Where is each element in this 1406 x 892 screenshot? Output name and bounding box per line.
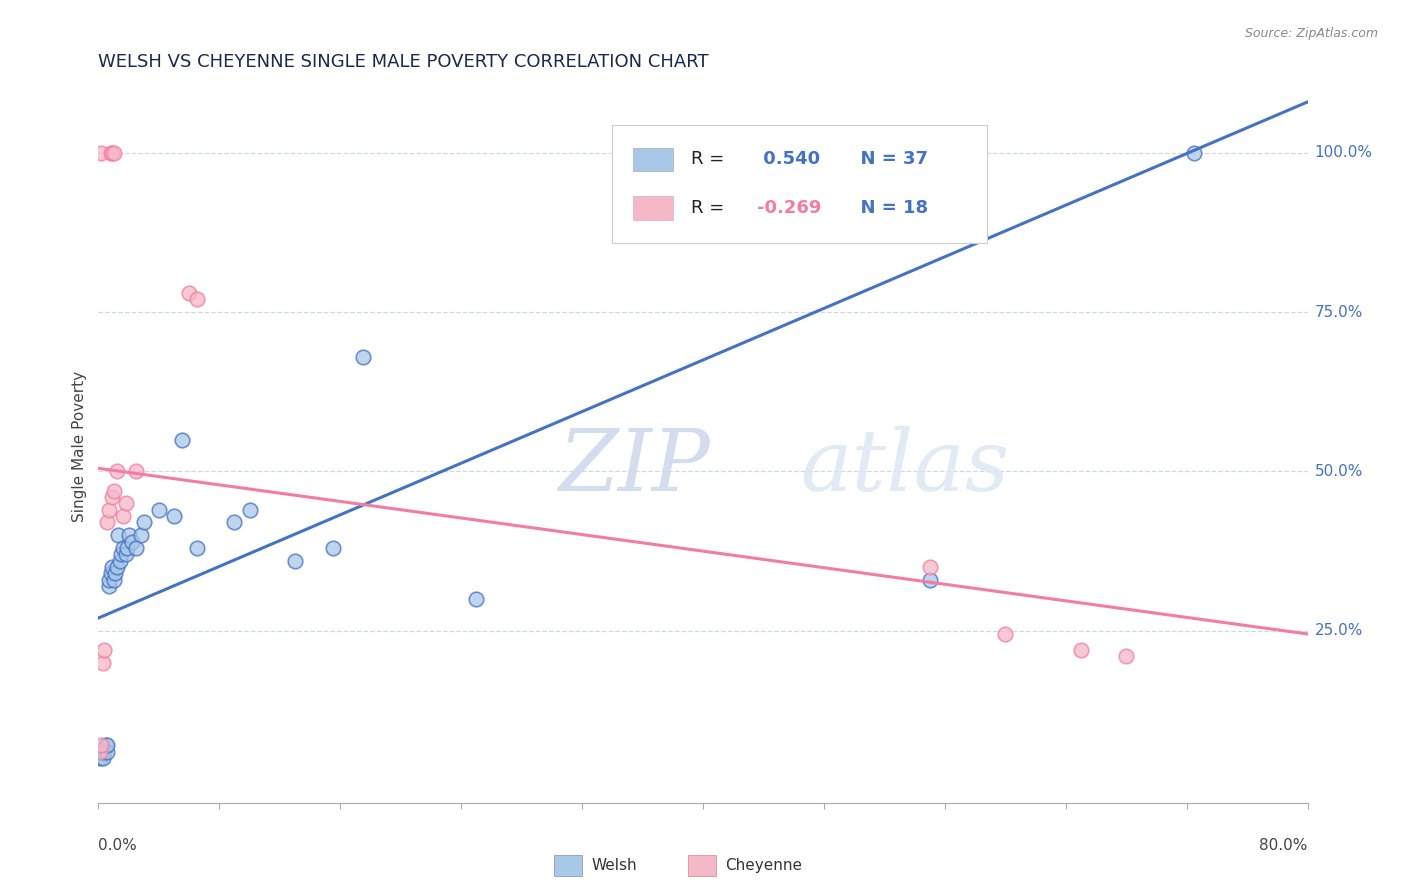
Point	[177, 286, 201, 301]
Point	[105, 560, 128, 574]
Text: WELSH VS CHEYENNE SINGLE MALE POVERTY CORRELATION CHART: WELSH VS CHEYENNE SINGLE MALE POVERTY CO…	[98, 54, 709, 71]
Point	[103, 145, 125, 160]
Point	[1182, 145, 1205, 160]
Text: 50.0%: 50.0%	[1315, 464, 1362, 479]
Point	[111, 541, 134, 555]
Point	[103, 573, 125, 587]
Point	[125, 465, 148, 479]
Point	[108, 554, 131, 568]
Point	[103, 483, 125, 498]
Text: 75.0%: 75.0%	[1315, 305, 1362, 319]
Point	[100, 566, 122, 581]
Point	[101, 145, 124, 160]
Point	[132, 516, 155, 530]
Point	[163, 509, 186, 524]
Text: Source: ZipAtlas.com: Source: ZipAtlas.com	[1244, 27, 1378, 40]
Point	[111, 509, 134, 524]
Point	[96, 739, 118, 753]
Point	[465, 591, 488, 606]
Text: R =: R =	[690, 151, 730, 169]
Text: N = 18: N = 18	[848, 199, 928, 217]
Point	[89, 751, 111, 765]
Text: N = 37: N = 37	[848, 151, 928, 169]
Point	[89, 745, 111, 759]
Bar	[633, 148, 672, 171]
Text: ZIP: ZIP	[558, 426, 710, 508]
Bar	[633, 196, 672, 219]
Point	[101, 490, 124, 504]
Text: -0.269: -0.269	[758, 199, 821, 217]
Point	[1115, 649, 1137, 664]
Point	[107, 528, 129, 542]
Point	[98, 579, 121, 593]
Point	[170, 433, 193, 447]
Point	[96, 745, 118, 759]
Text: R =: R =	[690, 199, 730, 217]
Text: atlas: atlas	[800, 426, 1010, 508]
Point	[129, 528, 152, 542]
Y-axis label: Single Male Poverty: Single Male Poverty	[72, 370, 87, 522]
Point	[96, 516, 118, 530]
Point	[284, 554, 307, 568]
Point	[918, 560, 941, 574]
Point	[100, 145, 122, 160]
Point	[186, 293, 208, 307]
Point	[93, 643, 115, 657]
Point	[98, 573, 121, 587]
Point	[90, 145, 112, 160]
Point	[101, 560, 124, 574]
Text: 100.0%: 100.0%	[1315, 145, 1372, 161]
Point	[114, 547, 136, 561]
Point	[91, 656, 114, 670]
Point	[918, 573, 941, 587]
Text: 0.0%: 0.0%	[98, 838, 138, 854]
Point	[91, 751, 114, 765]
Point	[1070, 643, 1092, 657]
Point	[104, 566, 127, 581]
FancyBboxPatch shape	[612, 125, 987, 243]
Point	[121, 534, 143, 549]
Point	[114, 496, 136, 510]
Text: 25.0%: 25.0%	[1315, 624, 1362, 639]
Point	[93, 745, 115, 759]
Text: 80.0%: 80.0%	[1260, 838, 1308, 854]
Point	[148, 502, 170, 516]
Point	[110, 547, 132, 561]
Text: 0.540: 0.540	[758, 151, 821, 169]
Point	[94, 739, 117, 753]
Point	[125, 541, 148, 555]
Point	[224, 516, 246, 530]
Point	[352, 350, 374, 364]
Point	[994, 627, 1017, 641]
Point	[115, 541, 138, 555]
Point	[118, 528, 141, 542]
Point	[90, 739, 112, 753]
Point	[322, 541, 344, 555]
Point	[90, 745, 112, 759]
Point	[98, 502, 121, 516]
Text: Cheyenne: Cheyenne	[725, 858, 803, 872]
Point	[105, 465, 128, 479]
Point	[239, 502, 262, 516]
Text: Welsh: Welsh	[592, 858, 637, 872]
Point	[186, 541, 208, 555]
